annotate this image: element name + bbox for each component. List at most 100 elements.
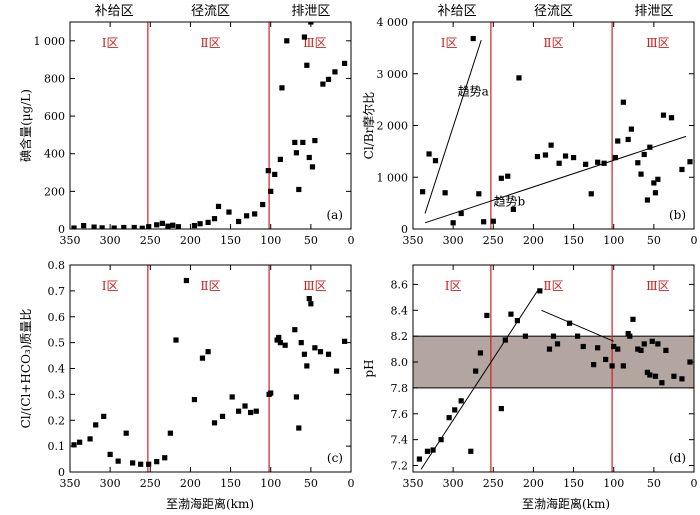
zone-label: Ⅱ区 [200, 36, 220, 50]
data-point [446, 415, 452, 421]
data-point [424, 448, 431, 454]
panel-d: 350 300 250 200 150 100 50 0 7.2 7.4 7.6 7.8 8.0 8.2 8… [362, 264, 698, 490]
data-point [508, 311, 514, 317]
data-point [484, 312, 490, 319]
data-point [219, 413, 226, 419]
y-tick-label: 2 000 [377, 120, 409, 133]
data-point [649, 338, 655, 344]
data-point [317, 349, 324, 355]
data-point [668, 115, 675, 121]
trend-line [424, 135, 687, 224]
data-point [296, 425, 302, 431]
data-point [615, 138, 621, 144]
x-tick-label: 250 [483, 234, 504, 247]
y-tick-label: 600 [44, 110, 65, 123]
data-point [595, 159, 601, 165]
data-point [325, 76, 332, 82]
data-point [609, 363, 615, 369]
data-point [498, 175, 504, 181]
x-tick-label: 100 [603, 234, 624, 247]
region-name: 径流区 [534, 4, 573, 19]
data-point [325, 351, 332, 357]
data-point [687, 359, 693, 365]
y-tick-label: 400 [44, 148, 65, 161]
region-name: 径流区 [191, 4, 230, 19]
data-point [205, 349, 211, 355]
data-point [625, 136, 631, 143]
data-point [574, 333, 581, 339]
region-name: 排泄区 [291, 4, 330, 19]
panel-label: (a) [326, 208, 343, 222]
data-point [628, 126, 634, 132]
data-point [620, 363, 626, 369]
x-tick-label: 100 [603, 477, 624, 490]
data-point [534, 153, 541, 160]
data-point [292, 139, 298, 146]
data-point [244, 213, 250, 219]
zone-label: Ⅲ区 [646, 36, 670, 50]
data-point [183, 277, 190, 284]
zone-label: Ⅱ区 [543, 36, 563, 50]
x-tick-label: 350 [403, 477, 424, 490]
data-point [420, 189, 426, 195]
data-point [167, 430, 173, 436]
y-tick-label: 7.4 [391, 434, 409, 447]
data-point [570, 154, 577, 161]
data-point [458, 398, 464, 404]
trend-label: 趋势a [458, 84, 489, 98]
y-tick-label: 0 [401, 223, 408, 236]
data-point [309, 164, 316, 170]
data-point [293, 394, 300, 400]
data-point [458, 210, 464, 217]
x-tick-label: 0 [691, 234, 698, 247]
data-point [603, 356, 609, 363]
data-point [641, 151, 647, 158]
data-point [611, 343, 617, 350]
panel-c: 350 300 250 200 150 100 50 0 0 0.1 0.2 0.3 0.4 0.5 0.6… [19, 259, 355, 490]
x-tick-label: 350 [403, 234, 424, 247]
data-point [139, 225, 145, 229]
data-point [146, 224, 152, 229]
data-point [426, 151, 432, 157]
data-point [473, 368, 479, 374]
y-tick-label: 7.6 [391, 408, 409, 421]
data-point [627, 333, 633, 339]
data-point [641, 341, 647, 347]
data-point [165, 223, 171, 229]
data-point [659, 380, 665, 386]
data-point [211, 420, 218, 426]
data-point [226, 209, 232, 215]
data-point [679, 166, 685, 173]
y-tick-label: 0.6 [48, 311, 66, 324]
data-point [320, 81, 326, 87]
data-point [450, 220, 456, 226]
data-point [416, 456, 423, 462]
data-point [111, 225, 117, 229]
data-point [562, 153, 569, 159]
data-point [268, 390, 274, 396]
data-point [260, 201, 266, 208]
data-point [554, 341, 561, 347]
x-tick-label: 150 [563, 477, 584, 490]
x-tick-label: 300 [100, 234, 121, 247]
panel-b: 350 300 250 200 150 100 50 0 0 1 000 2 000 3 000 4 0… [361, 4, 698, 247]
x-tick-label: 250 [140, 234, 161, 247]
data-point [546, 346, 553, 352]
data-point [655, 176, 661, 182]
x-tick-label: 200 [180, 234, 201, 247]
data-point [301, 34, 308, 40]
data-point [442, 190, 448, 196]
data-point [199, 355, 206, 361]
y-tick-label: 0.3 [48, 388, 66, 401]
y-tick-label: 8.0 [391, 356, 409, 369]
data-point [277, 156, 283, 162]
data-point [272, 171, 278, 178]
data-point [308, 22, 314, 25]
panel-label: (b) [669, 208, 686, 222]
data-point [87, 436, 93, 442]
data-point [211, 216, 218, 222]
data-point [81, 223, 87, 229]
y-tick-label: 8.6 [391, 278, 409, 291]
data-point [296, 186, 302, 193]
